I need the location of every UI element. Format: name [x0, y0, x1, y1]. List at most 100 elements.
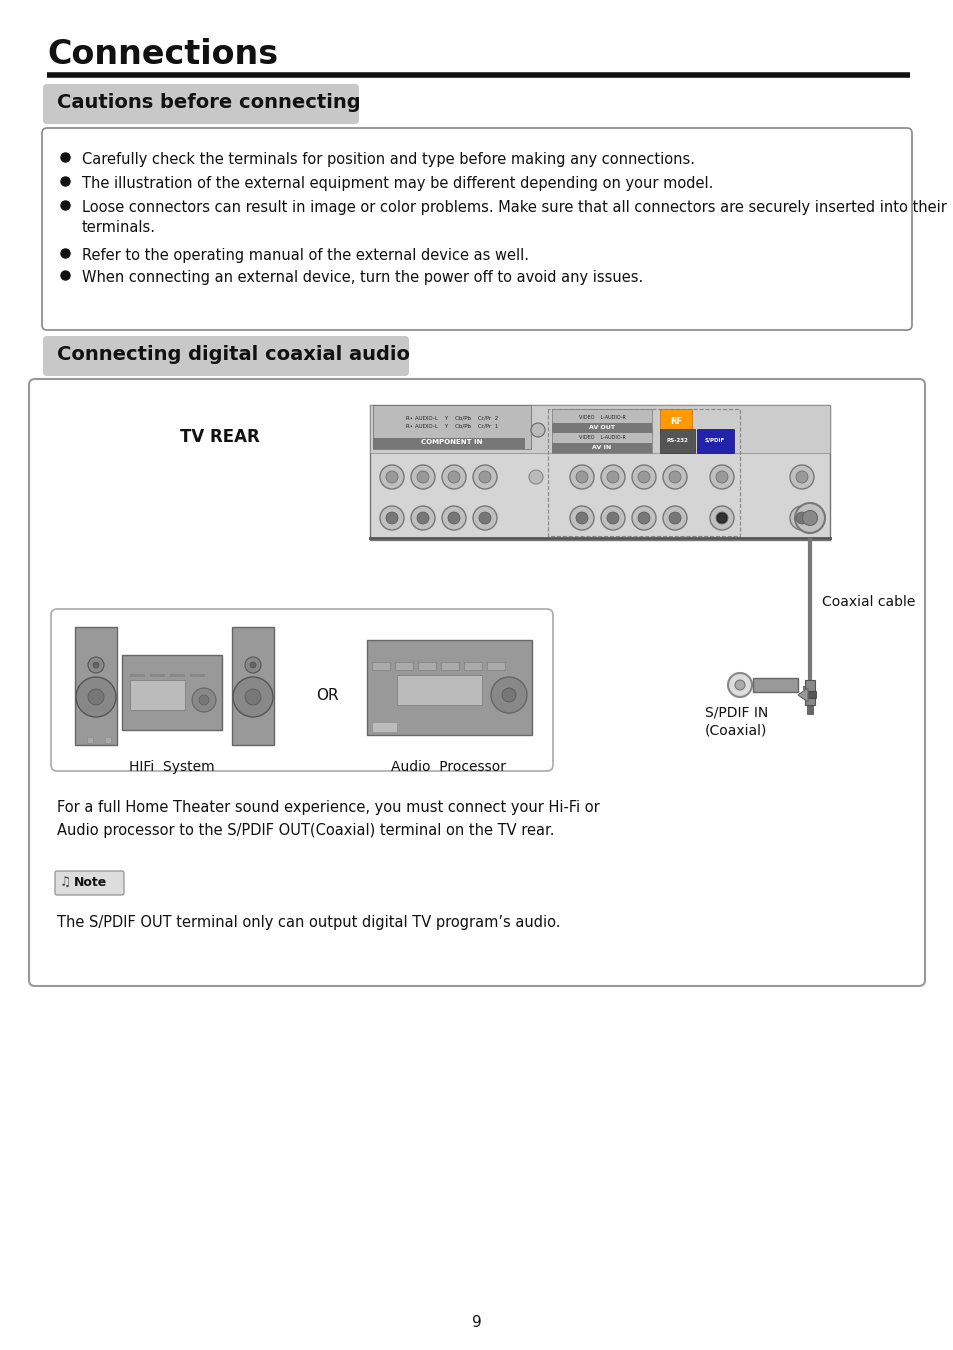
Text: 9: 9 — [472, 1315, 481, 1330]
Circle shape — [491, 676, 526, 713]
Text: OR: OR — [315, 687, 338, 702]
Text: Cautions before connecting: Cautions before connecting — [57, 93, 360, 112]
Text: Coaxial cable: Coaxial cable — [821, 595, 915, 609]
Circle shape — [600, 464, 624, 489]
Circle shape — [416, 512, 429, 524]
Circle shape — [199, 695, 209, 705]
Text: ♫: ♫ — [60, 876, 71, 890]
Text: AV OUT: AV OUT — [588, 425, 615, 431]
Text: R• AUDIO-L    Y    Cb/Pb    Cr/Pr  1: R• AUDIO-L Y Cb/Pb Cr/Pr 1 — [405, 424, 497, 429]
FancyBboxPatch shape — [43, 336, 409, 377]
Circle shape — [245, 688, 261, 705]
Circle shape — [668, 471, 680, 483]
Circle shape — [478, 512, 491, 524]
Circle shape — [76, 676, 116, 717]
Text: VIDEO    L-AUDIO-R: VIDEO L-AUDIO-R — [578, 414, 625, 420]
Bar — [552, 443, 651, 454]
Circle shape — [478, 471, 491, 483]
Circle shape — [531, 423, 544, 437]
Circle shape — [576, 471, 587, 483]
Bar — [806, 705, 812, 714]
Circle shape — [662, 464, 686, 489]
Circle shape — [717, 513, 726, 522]
Text: AV IN: AV IN — [592, 446, 611, 450]
Circle shape — [233, 676, 273, 717]
Circle shape — [88, 657, 104, 674]
Text: The illustration of the external equipment may be different depending on your mo: The illustration of the external equipme… — [82, 176, 713, 190]
Circle shape — [631, 464, 656, 489]
Text: Connecting digital coaxial audio: Connecting digital coaxial audio — [57, 346, 410, 365]
Circle shape — [638, 512, 649, 524]
Bar — [659, 429, 695, 454]
FancyBboxPatch shape — [51, 609, 553, 771]
Circle shape — [794, 504, 824, 533]
FancyBboxPatch shape — [42, 128, 911, 329]
Text: Connections: Connections — [47, 38, 278, 72]
Circle shape — [606, 471, 618, 483]
Circle shape — [192, 688, 215, 711]
Bar — [552, 409, 651, 433]
Circle shape — [411, 464, 435, 489]
Circle shape — [795, 471, 807, 483]
Bar — [75, 626, 117, 745]
Circle shape — [416, 471, 429, 483]
Circle shape — [473, 464, 497, 489]
Circle shape — [709, 506, 733, 531]
Text: TV REAR: TV REAR — [180, 428, 259, 446]
Bar — [170, 674, 185, 676]
Bar — [105, 737, 111, 742]
Circle shape — [631, 506, 656, 531]
Bar — [130, 674, 145, 676]
Circle shape — [709, 464, 733, 489]
Circle shape — [379, 506, 403, 531]
Text: When connecting an external device, turn the power off to avoid any issues.: When connecting an external device, turn… — [82, 270, 642, 285]
Bar — [372, 662, 390, 670]
Bar — [752, 678, 797, 693]
Circle shape — [606, 512, 618, 524]
Circle shape — [250, 662, 255, 668]
Circle shape — [716, 512, 727, 524]
Circle shape — [448, 471, 459, 483]
Circle shape — [789, 506, 813, 531]
Bar — [190, 674, 205, 676]
Circle shape — [441, 464, 465, 489]
Circle shape — [386, 512, 397, 524]
Circle shape — [789, 464, 813, 489]
Circle shape — [379, 464, 403, 489]
Circle shape — [576, 512, 587, 524]
Text: For a full Home Theater sound experience, you must connect your Hi-Fi or
Audio p: For a full Home Theater sound experience… — [57, 801, 599, 838]
Polygon shape — [797, 688, 807, 702]
Bar — [87, 737, 92, 742]
Bar — [395, 662, 413, 670]
Bar — [486, 662, 504, 670]
Text: HIFi  System: HIFi System — [129, 760, 214, 774]
Circle shape — [727, 674, 751, 697]
Bar — [130, 680, 185, 710]
Circle shape — [441, 506, 465, 531]
FancyBboxPatch shape — [29, 379, 924, 986]
Bar — [463, 662, 481, 670]
FancyBboxPatch shape — [55, 871, 124, 895]
Circle shape — [529, 470, 542, 485]
Text: RS-232: RS-232 — [665, 437, 687, 443]
Bar — [803, 691, 815, 698]
Circle shape — [638, 471, 649, 483]
Text: Refer to the operating manual of the external device as well.: Refer to the operating manual of the ext… — [82, 248, 529, 263]
Bar — [440, 662, 458, 670]
Text: Audio  Processor: Audio Processor — [391, 760, 506, 774]
Text: S/PDIF IN
(Coaxial): S/PDIF IN (Coaxial) — [704, 705, 767, 737]
Circle shape — [92, 662, 99, 668]
Circle shape — [600, 506, 624, 531]
Bar — [552, 423, 651, 433]
Text: RF: RF — [669, 417, 681, 427]
Bar — [122, 655, 222, 730]
Text: S/PDIF: S/PDIF — [704, 437, 724, 443]
Circle shape — [448, 512, 459, 524]
Bar — [373, 405, 531, 450]
Circle shape — [795, 512, 807, 524]
Circle shape — [801, 510, 817, 525]
Circle shape — [473, 506, 497, 531]
Bar — [659, 409, 691, 433]
Text: Loose connectors can result in image or color problems. Make sure that all conne: Loose connectors can result in image or … — [82, 200, 946, 235]
Text: Note: Note — [74, 876, 107, 890]
